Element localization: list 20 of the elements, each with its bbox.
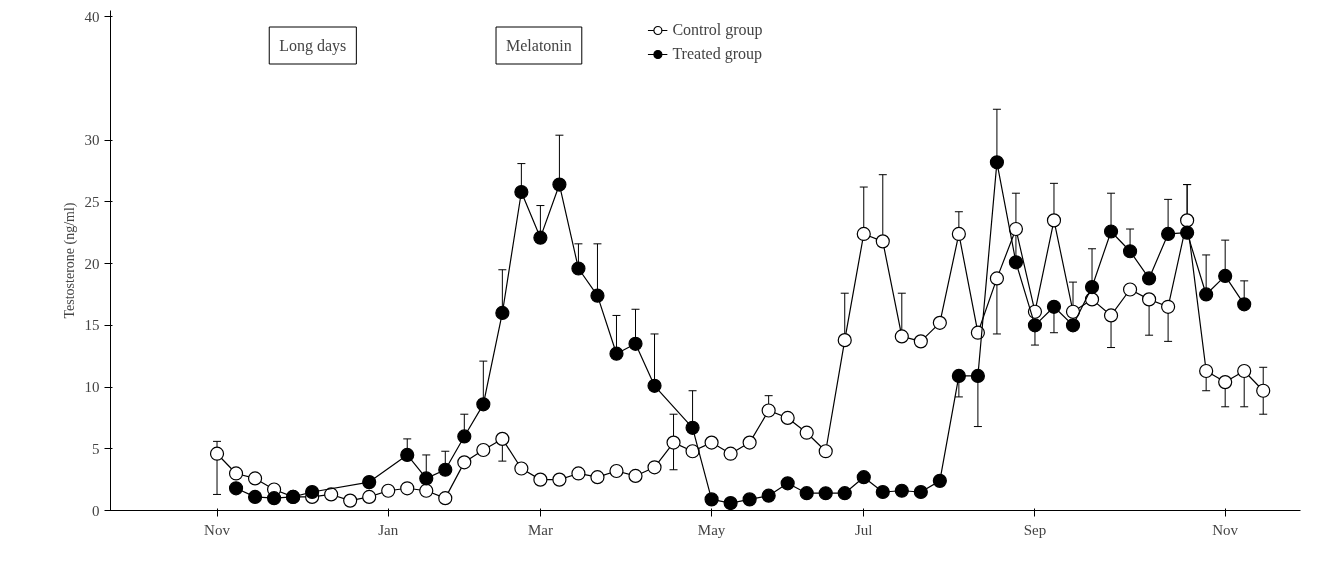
- x-tick-label: Mar: [527, 521, 553, 538]
- y-tick-label: 30: [84, 132, 100, 149]
- y-tick-label: 20: [84, 255, 100, 272]
- x-tick-label: Sep: [1023, 521, 1047, 538]
- y-tick-label: 10: [84, 379, 100, 396]
- y-tick-label: 40: [84, 8, 100, 25]
- x-tick-label: Nov: [1212, 521, 1239, 538]
- legend-label: Control group: [672, 21, 763, 39]
- y-axis-title: Testosterone (ng/ml): [61, 202, 78, 319]
- legend-label: Treated group: [672, 45, 763, 63]
- x-tick-label: May: [697, 521, 726, 538]
- y-tick-label: 15: [84, 317, 100, 334]
- x-tick-label: Jul: [855, 521, 873, 538]
- y-tick-label: 25: [84, 193, 100, 210]
- annotation: Melatonin: [506, 37, 572, 54]
- annotation: Long days: [279, 37, 347, 55]
- x-tick-label: Jan: [378, 521, 399, 538]
- x-tick-label: Nov: [204, 521, 231, 538]
- y-tick-label: 5: [92, 440, 100, 457]
- y-tick-label: 0: [92, 502, 100, 519]
